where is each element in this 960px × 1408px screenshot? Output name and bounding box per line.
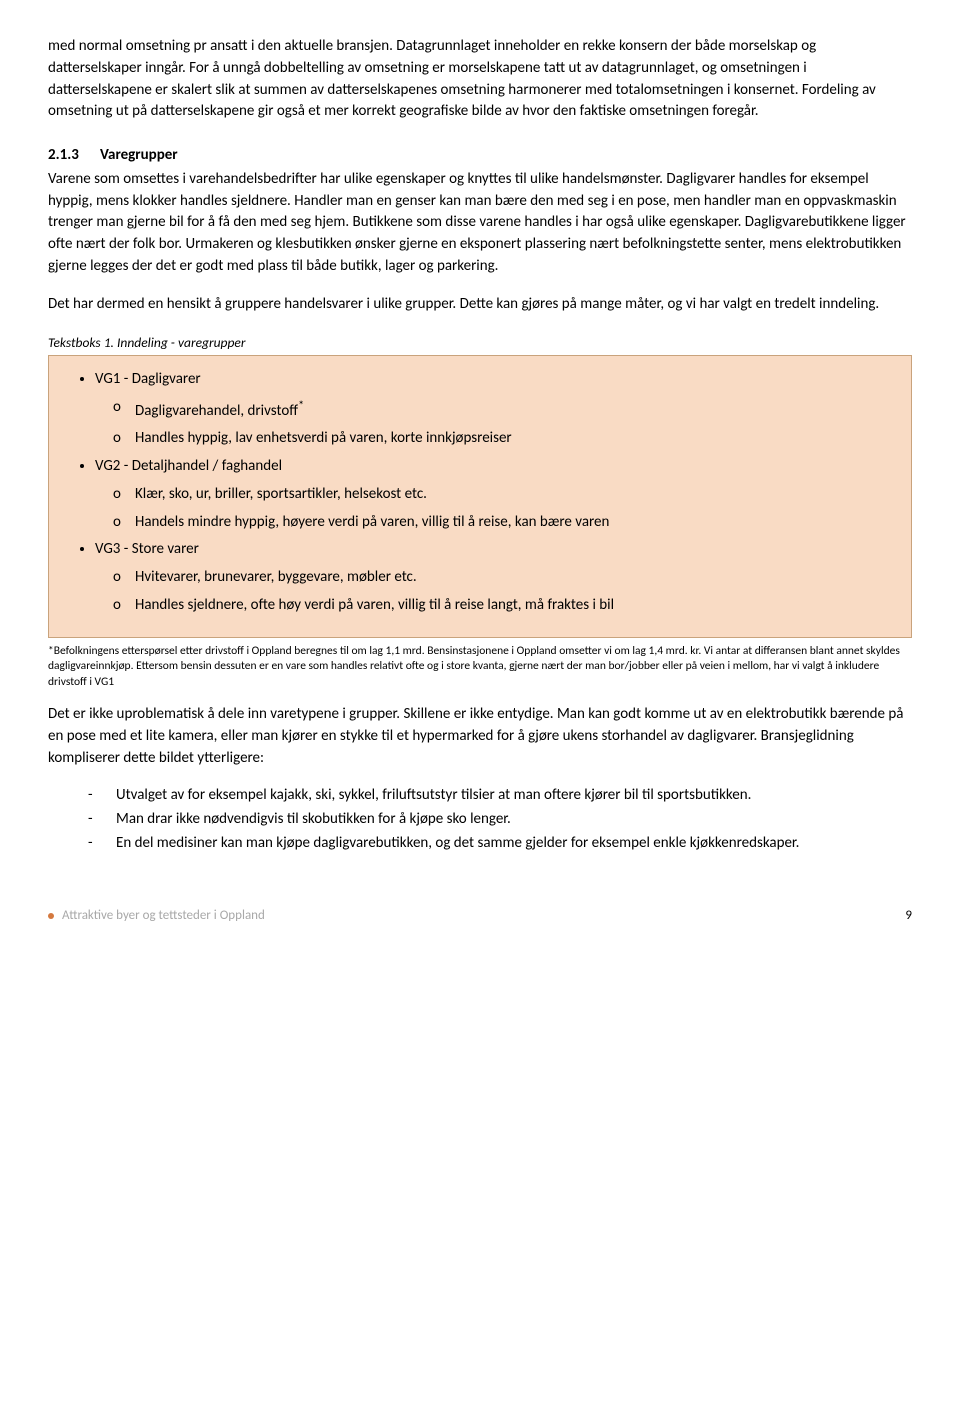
vg1-sub1-text: Dagligvarehandel, drivstoff bbox=[135, 402, 298, 420]
dash-item-1: Utvalget av for eksempel kajakk, ski, sy… bbox=[88, 785, 912, 807]
dash-item-2: Man drar ikke nødvendigvis til skobutikk… bbox=[88, 809, 912, 831]
page-footer: Attraktive byer og tettsteder i Oppland … bbox=[48, 907, 912, 926]
dash-item-3: En del medisiner kan man kjøpe dagligvar… bbox=[88, 833, 912, 855]
vg1-sub2: Handles hyppig, lav enhetsverdi på varen… bbox=[135, 428, 893, 450]
footer-title: Attraktive byer og tettsteder i Oppland bbox=[62, 907, 265, 926]
textbox-caption: Tekstboks 1. Inndeling - varegrupper bbox=[48, 333, 912, 353]
varegrupper-paragraph-2: Det har dermed en hensikt å gruppere han… bbox=[48, 294, 912, 316]
footer-dot-icon bbox=[48, 913, 54, 919]
vg2-item: VG2 - Detaljhandel / faghandel Klær, sko… bbox=[95, 456, 893, 533]
section-heading: 2.1.3Varegrupper bbox=[48, 145, 912, 167]
footnote-text: *Befolkningens etterspørsel etter drivst… bbox=[48, 644, 912, 691]
vg3-label: VG3 - Store varer bbox=[95, 540, 199, 558]
vg2-sub2: Handels mindre hyppig, høyere verdi på v… bbox=[135, 512, 893, 534]
varegrupper-paragraph-1: Varene som omsettes i varehandelsbedrift… bbox=[48, 169, 912, 278]
intro-paragraph: med normal omsetning pr ansatt i den akt… bbox=[48, 36, 912, 123]
vg1-label: VG1 - Dagligvarer bbox=[95, 370, 201, 388]
section-title-text: Varegrupper bbox=[100, 146, 178, 164]
vg1-footnote-marker: * bbox=[298, 398, 304, 413]
vg3-item: VG3 - Store varer Hvitevarer, brunevarer… bbox=[95, 539, 893, 616]
vg3-sub2: Handles sjeldnere, ofte høy verdi på var… bbox=[135, 595, 893, 617]
closing-paragraph: Det er ikke uproblematisk å dele inn var… bbox=[48, 704, 912, 769]
vg2-label: VG2 - Detaljhandel / faghandel bbox=[95, 457, 282, 475]
dash-list: Utvalget av for eksempel kajakk, ski, sy… bbox=[88, 785, 912, 854]
footer-left: Attraktive byer og tettsteder i Oppland bbox=[48, 907, 265, 926]
page-number: 9 bbox=[905, 907, 912, 926]
vg1-item: VG1 - Dagligvarer Dagligvarehandel, driv… bbox=[95, 369, 893, 450]
vg1-sub1: Dagligvarehandel, drivstoff* bbox=[135, 397, 893, 423]
section-number: 2.1.3 bbox=[48, 145, 100, 167]
varegrupper-box: VG1 - Dagligvarer Dagligvarehandel, driv… bbox=[48, 355, 912, 638]
vg3-sub1: Hvitevarer, brunevarer, byggevare, møble… bbox=[135, 567, 893, 589]
vg2-sub1: Klær, sko, ur, briller, sportsartikler, … bbox=[135, 484, 893, 506]
